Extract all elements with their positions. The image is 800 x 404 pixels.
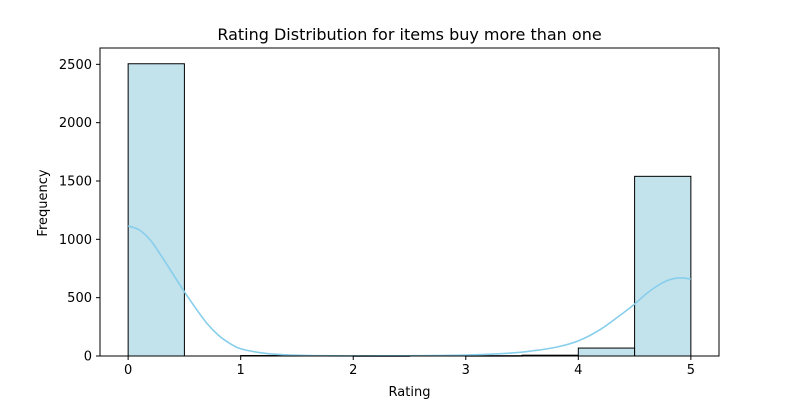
histogram-bar-9 [634, 175, 692, 357]
y-tick-label-4: 2000 [59, 116, 92, 131]
x-tick-label-4: 4 [574, 363, 582, 378]
x-tick-label-3: 3 [462, 363, 470, 378]
plot-frame [99, 47, 720, 357]
x-tick-label-0: 0 [124, 363, 132, 378]
histogram-bar-8 [577, 347, 636, 357]
y-tick-label-0: 0 [84, 350, 92, 365]
chart-title: Rating Distribution for items buy more t… [217, 25, 601, 44]
x-axis-ticks: 0 1 2 3 4 5 [124, 356, 695, 378]
y-axis-label: Frequency [36, 169, 51, 236]
x-tick-label-2: 2 [349, 363, 357, 378]
x-tick-label-1: 1 [237, 363, 245, 378]
y-tick-label-2: 1000 [59, 233, 92, 248]
x-axis-label: Rating [389, 385, 431, 400]
y-tick-label-5: 2500 [59, 58, 92, 73]
x-tick-label-5: 5 [687, 363, 695, 378]
y-tick-label-3: 1500 [59, 175, 92, 190]
y-tick-label-1: 500 [67, 291, 92, 306]
y-axis-ticks: 0 500 1000 1500 2000 2500 [59, 58, 100, 365]
histogram-bar-0 [127, 63, 185, 357]
